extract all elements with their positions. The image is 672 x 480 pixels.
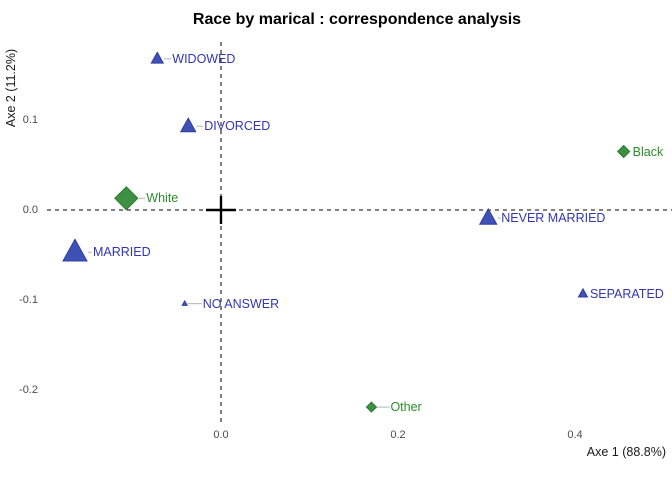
x-axis-label: Axe 1 (88.8%) bbox=[586, 445, 666, 459]
point-label-divorced: DIVORCED bbox=[204, 119, 271, 134]
y-tick-label: -0.1 bbox=[19, 294, 38, 306]
triangle-marker-divorced bbox=[179, 117, 197, 133]
diamond-marker-black bbox=[616, 144, 631, 159]
triangle-marker-separated bbox=[577, 287, 589, 298]
diamond-marker-other bbox=[365, 401, 378, 413]
triangle-marker-never-married bbox=[478, 207, 498, 225]
point-label-separated: SEPARATED bbox=[589, 286, 664, 301]
diamond-marker-white bbox=[114, 186, 139, 211]
point-label-white: White bbox=[146, 191, 179, 206]
x-tick-label: 0.0 bbox=[213, 429, 229, 441]
y-tick-label: -0.2 bbox=[19, 384, 38, 396]
point-label-widowed: WIDOWED bbox=[172, 51, 236, 66]
triangle-marker-no-answer bbox=[181, 299, 189, 306]
triangle-marker-married bbox=[62, 238, 88, 262]
chart-title: Race by marical : correspondence analysi… bbox=[192, 11, 522, 28]
point-label-never-married: NEVER MARRIED bbox=[501, 211, 606, 226]
triangle-marker-widowed bbox=[150, 51, 165, 64]
y-tick-label: 0.1 bbox=[22, 114, 38, 126]
point-label-married: MARRIED bbox=[92, 245, 151, 260]
x-tick-label: 0.2 bbox=[390, 429, 406, 441]
y-tick-label: 0.0 bbox=[22, 204, 38, 216]
x-tick-label: 0.4 bbox=[567, 429, 583, 441]
point-label-black: Black bbox=[632, 144, 664, 159]
point-label-no-answer: NO ANSWER bbox=[202, 296, 280, 311]
point-label-other: Other bbox=[390, 400, 422, 415]
